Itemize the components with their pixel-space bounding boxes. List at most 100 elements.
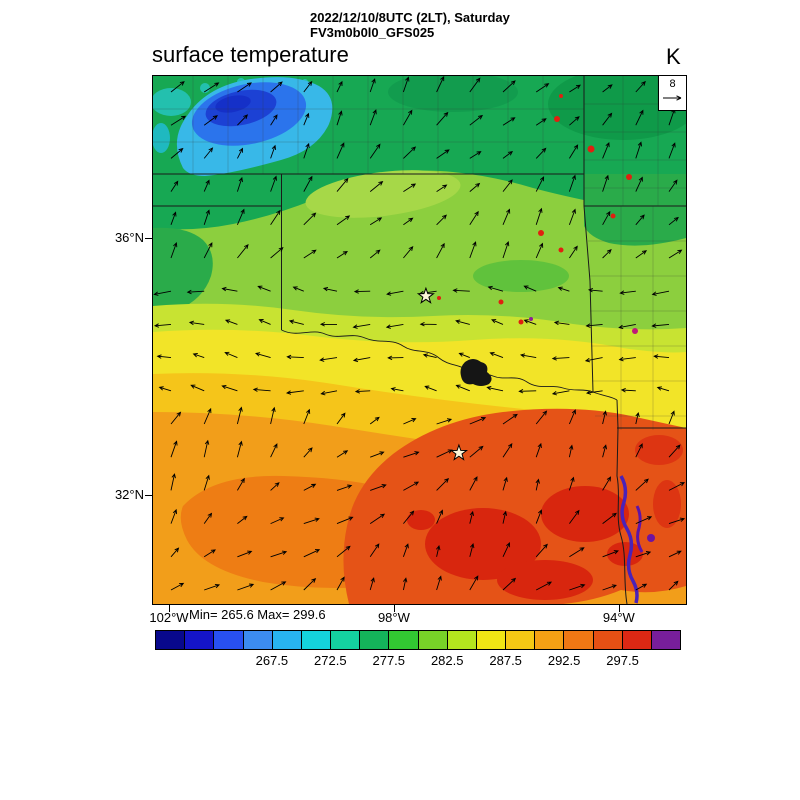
wind-arrow [336, 576, 345, 591]
wind-arrow [491, 319, 504, 325]
wind-arrow [336, 516, 354, 525]
wind-arrow [568, 174, 576, 192]
wind-arrow [653, 354, 670, 359]
colorbar-segment [156, 631, 186, 649]
wind-arrow [518, 388, 537, 394]
colorbar-segment [272, 631, 302, 649]
wind-arrow [221, 286, 238, 292]
wind-arrow [170, 473, 176, 491]
colorbar-segment [593, 631, 623, 649]
wind-arrow [424, 385, 437, 392]
wind-arrow [618, 356, 636, 362]
wind-arrow [635, 412, 640, 425]
colorbar-segment [360, 631, 390, 649]
colorbar-segment [418, 631, 448, 649]
colorbar-tick-label: 292.5 [547, 653, 581, 668]
wind-arrow [436, 418, 453, 425]
wind-arrow [369, 416, 380, 425]
wind-arrow [369, 577, 375, 591]
wind-arrow [635, 551, 652, 558]
temperature-field [153, 76, 686, 604]
wind-arrow [385, 323, 404, 329]
wind-arrow [535, 410, 548, 425]
wind-arrow [535, 176, 545, 192]
wind-arrow [203, 549, 216, 558]
wind-arrow [502, 117, 516, 126]
wind-arrow [303, 112, 310, 126]
wind-arrow [602, 174, 609, 192]
wind-arrow [170, 115, 187, 126]
wind-arrow [487, 285, 504, 292]
wind-arrow [436, 477, 450, 491]
wind-arrow [635, 214, 645, 226]
wind-arrow [203, 82, 220, 93]
wind-arrow [320, 390, 338, 396]
wind-arrow [270, 144, 277, 159]
colorbar-tick-label: 277.5 [372, 653, 406, 668]
colorbar-segment [389, 631, 419, 649]
wind-arrow [568, 476, 575, 491]
wind-arrow [369, 180, 384, 192]
wind-arrow [303, 517, 320, 525]
wind-arrow [224, 351, 238, 359]
wind-arrow [170, 242, 178, 259]
wind-arrow [303, 577, 317, 591]
plot-title-model: FV3m0b0l0_GFS025 [310, 25, 435, 40]
wind-arrow [469, 542, 475, 557]
colorbar [155, 630, 681, 650]
wind-arrow [270, 517, 285, 525]
wind-arrow [303, 142, 310, 159]
colorbar-segment [447, 631, 477, 649]
wind-arrow [370, 451, 385, 458]
wind-arrow [668, 580, 679, 591]
wind-arrow [486, 385, 504, 392]
lat-axis-label: 36°N [114, 230, 144, 246]
minmax-stats: Min= 265.6 Max= 299.6 [189, 607, 326, 622]
wind-arrow [569, 144, 579, 159]
wind-arrow [469, 510, 475, 524]
wind-arrow [535, 543, 548, 558]
wind-arrow [455, 319, 470, 325]
wind-arrow [285, 390, 304, 395]
wind-arrow [635, 176, 643, 192]
wind-arrow [551, 356, 570, 361]
colorbar-tick-label: 267.5 [255, 653, 289, 668]
wind-arrow [354, 389, 371, 394]
wind-arrow [535, 478, 540, 491]
wind-arrow [569, 509, 580, 524]
map-plot-area: 8 Min= 265.6 Max= 299.6 36°N 32°N 102°W 98°… [115, 75, 687, 625]
colorbar-segment [535, 631, 565, 649]
wind-arrow [602, 84, 613, 93]
wind-arrow [553, 320, 570, 326]
wind-arrow [369, 143, 381, 159]
wind-arrow [270, 114, 278, 126]
county-boundaries [153, 76, 686, 430]
lon-axis-tick [618, 604, 620, 612]
wind-arrow [336, 110, 343, 126]
wind-arrow [436, 509, 443, 524]
wind-arrow [557, 286, 570, 292]
title-block: 2022/12/10/8UTC (2LT), Saturday FV3m0b0l… [310, 10, 510, 40]
wind-arrow [224, 319, 238, 325]
wind-arrow [668, 517, 686, 525]
wind-arrow [336, 250, 348, 259]
wind-arrow [668, 249, 683, 259]
wind-arrow [236, 176, 243, 192]
lon-axis-label: 94°W [602, 610, 635, 625]
wind-arrow [469, 445, 484, 458]
colorbar-tick-label: 272.5 [314, 653, 347, 668]
wind-arrow [370, 483, 387, 491]
wind-arrow [203, 115, 218, 126]
wind-arrow [535, 442, 542, 458]
units-label: K [666, 44, 681, 69]
wind-arrow [436, 214, 447, 226]
wind-arrow [569, 583, 586, 591]
wind-arrow [237, 114, 249, 126]
wind-arrow [286, 354, 304, 360]
wind-arrow [170, 411, 182, 425]
wind-arrow [170, 508, 178, 524]
colorbar-tick-label: 282.5 [430, 653, 464, 668]
wind-arrow [535, 242, 544, 259]
wind-arrow [502, 413, 518, 425]
